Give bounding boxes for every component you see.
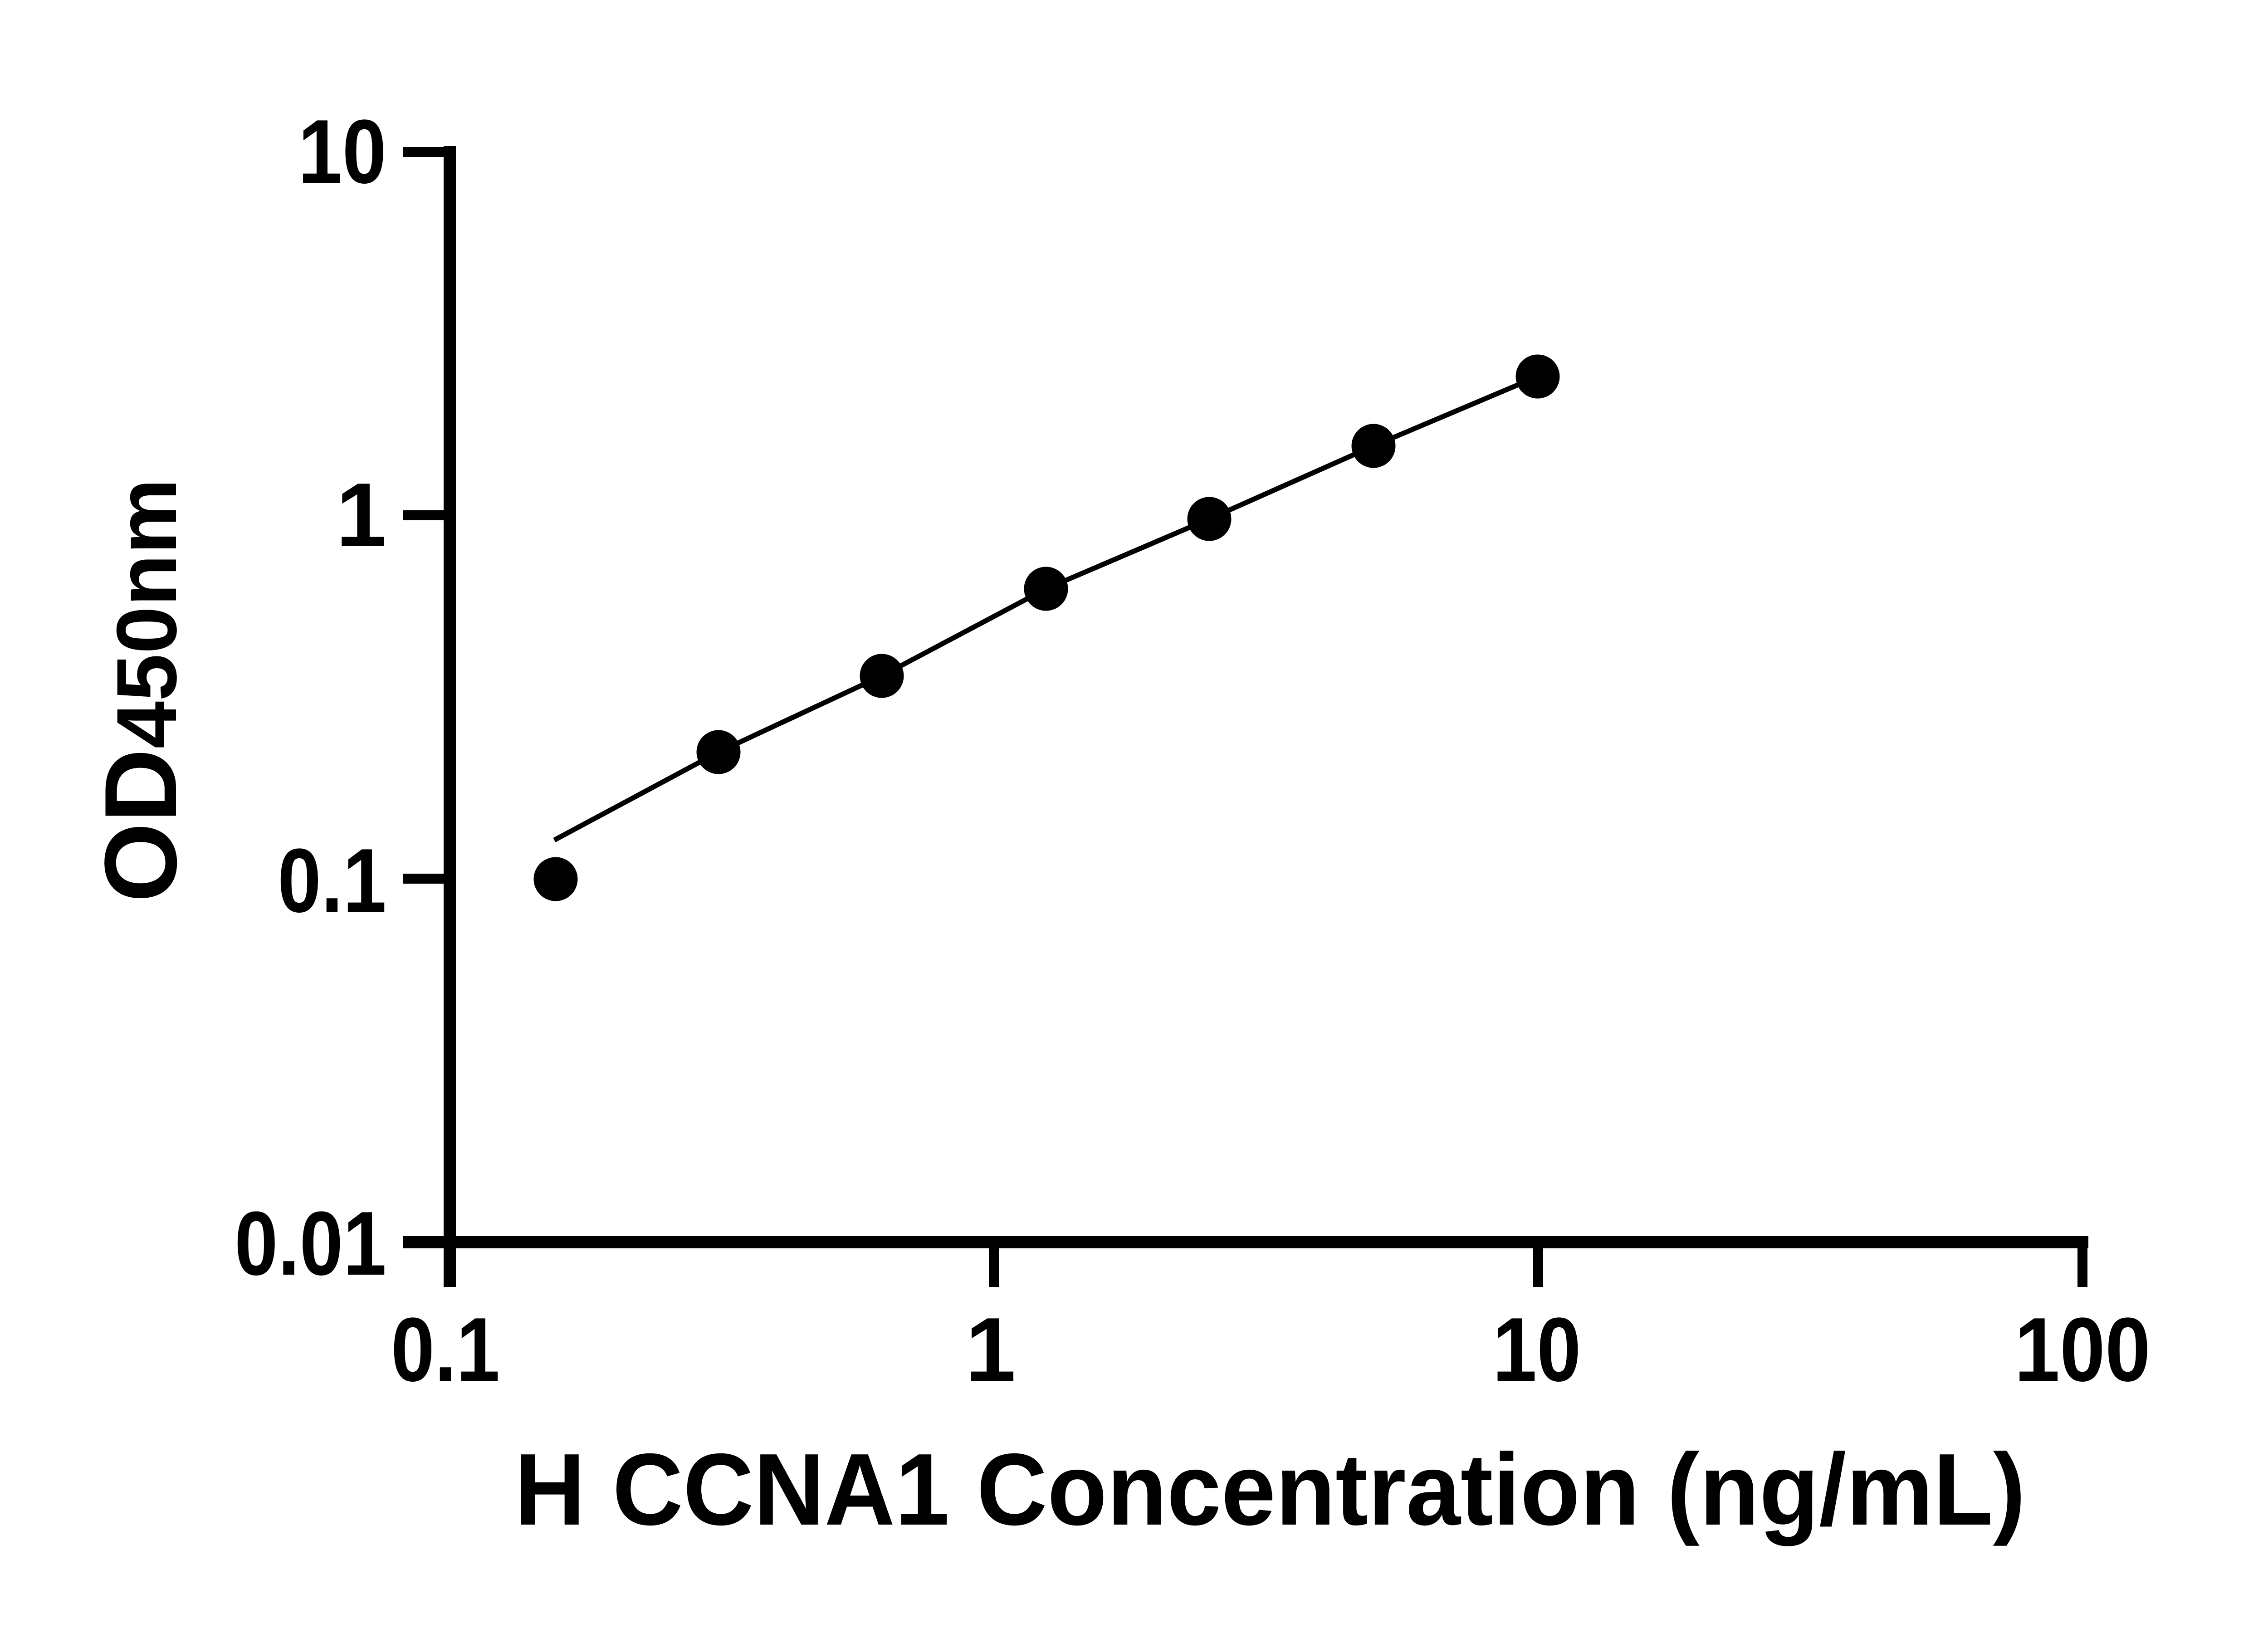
svg-text:1: 1 xyxy=(336,464,386,566)
svg-text:1: 1 xyxy=(965,1299,1016,1400)
svg-text:0.1: 0.1 xyxy=(391,1299,500,1400)
svg-text:OD450nm: OD450nm xyxy=(83,479,198,903)
svg-text:0.01: 0.01 xyxy=(235,1193,386,1294)
svg-text:100: 100 xyxy=(2014,1299,2151,1400)
svg-text:10: 10 xyxy=(298,101,386,202)
svg-text:10: 10 xyxy=(1493,1299,1581,1400)
svg-text:0.1: 0.1 xyxy=(278,830,386,931)
svg-text:H CCNA1 Concentration (ng/mL): H CCNA1 Concentration (ng/mL) xyxy=(515,1432,2026,1546)
